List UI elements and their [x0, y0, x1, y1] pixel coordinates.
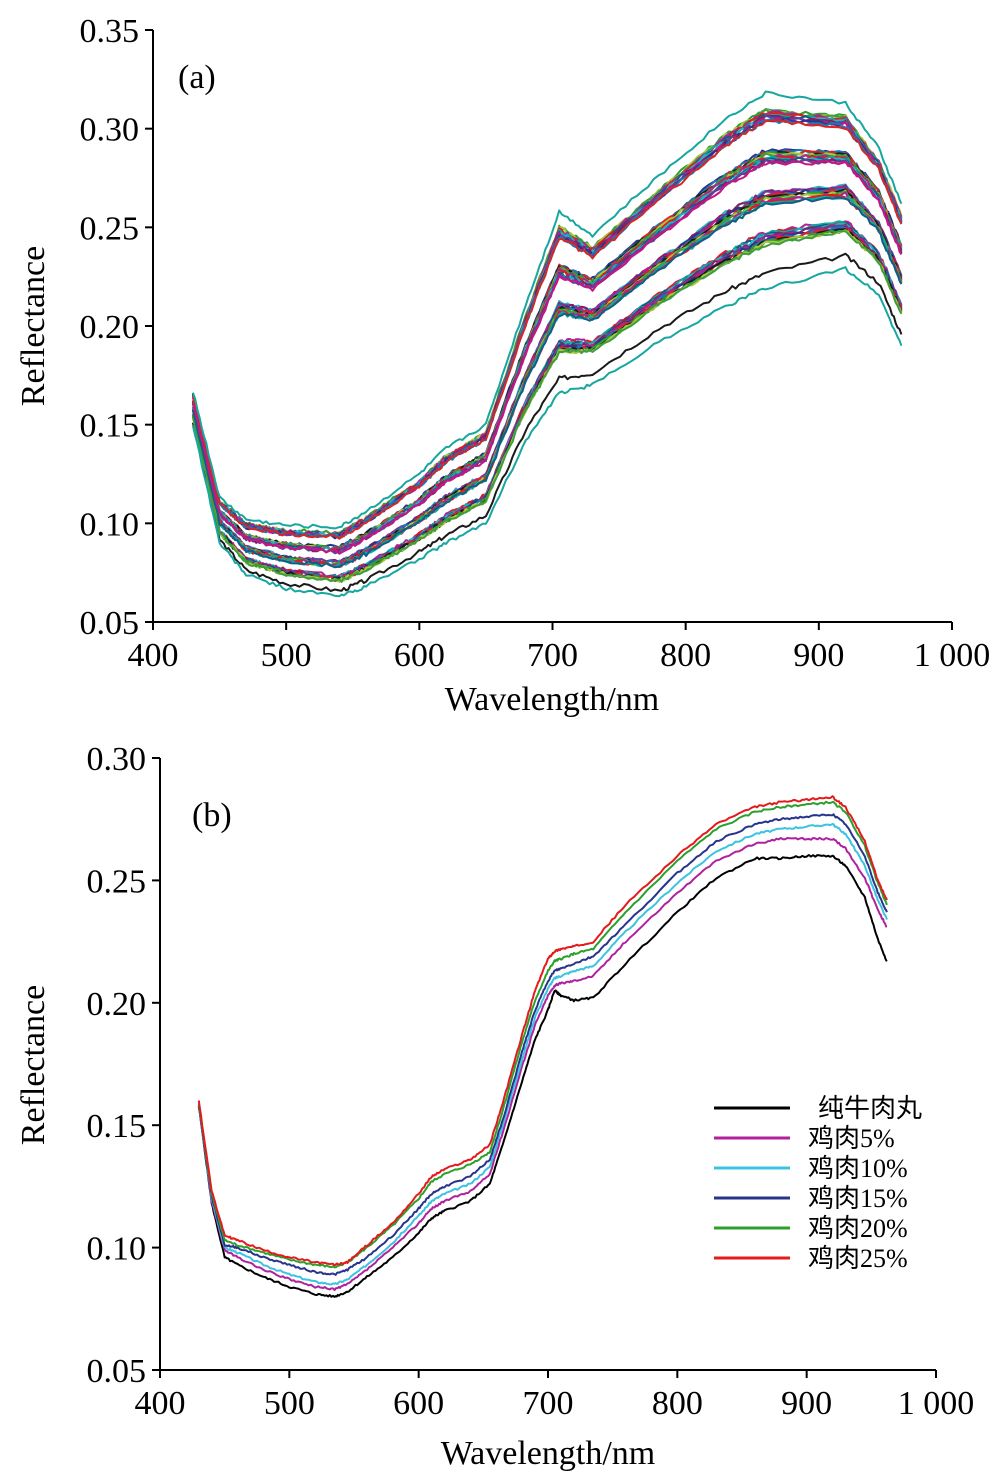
panel-a-y-tick-label: 0.10	[80, 506, 140, 543]
panel-b-axes: 400 500 600 700 800 900 1 000 0.05 0.10 0.15 0.20 0…	[87, 741, 975, 1422]
panel-a-x-tick-label: 800	[660, 637, 711, 674]
panel-b-x-tick-label: 600	[393, 1385, 444, 1422]
panel-b-series-line-5	[197, 800, 888, 1269]
panel-a-x-axis-title: Wavelength/nm	[445, 681, 659, 718]
panel-a: 400 500 600 700 800 900 1 000 0.05 0.10 0.15 0.20 0…	[15, 13, 990, 718]
panel-a-spectrum-line	[191, 154, 903, 552]
panel-a-y-tick-label: 0.20	[80, 309, 140, 346]
panel-b-y-tick-label: 0.20	[87, 986, 147, 1023]
panel-a-spectrum-line	[191, 108, 903, 536]
panel-a-spectrum-line	[191, 226, 903, 582]
panel-a-spectrum-line	[191, 148, 903, 549]
panel-a-spectrum-line	[191, 266, 903, 598]
legend-label-3: 鸡肉10%	[808, 1154, 908, 1183]
panel-b: 400 500 600 700 800 900 1 000 0.05 0.10 0.15 0.20 0…	[15, 741, 974, 1472]
panel-a-spectrum-line	[191, 194, 903, 568]
panel-a-spectrum-line	[191, 156, 903, 553]
panel-a-spectrum-line	[191, 196, 903, 569]
panel-b-x-tick-label: 400	[135, 1385, 186, 1422]
panel-b-x-tick-label: 800	[652, 1385, 703, 1422]
panel-b-y-axis-title: Reflectance	[15, 985, 52, 1145]
panel-b-series-line-2	[197, 836, 888, 1291]
panel-b-y-tick-label: 0.30	[87, 741, 147, 778]
panel-a-spectrum-line	[191, 151, 903, 551]
panel-b-y-tick-label: 0.25	[87, 863, 147, 900]
panel-a-spectrum-line	[191, 152, 903, 552]
panel-a-spectrum-line	[191, 151, 903, 551]
panel-a-spectrum-line	[191, 223, 903, 581]
panel-a-spectrum-line	[191, 185, 903, 565]
legend-label-4: 鸡肉15%	[808, 1184, 908, 1213]
panel-a-spectrum-line	[191, 158, 903, 554]
panel-a-spectrum-line	[191, 157, 903, 553]
panel-a-spectrum-line	[191, 149, 903, 551]
panel-b-x-tick-label: 500	[264, 1385, 315, 1422]
panel-a-x-tick-label: 900	[793, 637, 844, 674]
panel-b-series-line-6	[197, 795, 888, 1267]
panel-b-y-tick-label: 0.15	[87, 1108, 147, 1145]
panel-b-series-line-3	[197, 823, 888, 1286]
panel-a-y-axis-title: Reflectance	[15, 246, 52, 406]
panel-a-spectrum-line	[191, 153, 903, 551]
legend-label-5: 鸡肉20%	[808, 1214, 908, 1243]
panel-b-x-axis-title: Wavelength/nm	[441, 1435, 655, 1472]
panel-a-spectrum-line	[191, 159, 903, 555]
panel-a-x-tick-label: 700	[527, 637, 578, 674]
panel-a-x-tick-label: 500	[261, 637, 312, 674]
panel-a-spectrum-line	[191, 152, 903, 552]
panel-a-y-tick-label: 0.05	[80, 605, 140, 642]
panel-a-y-tick-label: 0.25	[80, 210, 140, 247]
panel-b-y-tick-label: 0.05	[87, 1353, 147, 1390]
panel-a-spectrum-line	[191, 226, 903, 582]
panel-b-y-tick-label: 0.10	[87, 1231, 147, 1268]
panel-a-spectrum-line	[191, 108, 903, 536]
panel-a-series-group	[191, 90, 903, 598]
panel-a-spectrum-line	[191, 222, 903, 581]
panel-a-spectrum-line	[191, 195, 903, 568]
panel-a-spectrum-line	[191, 252, 903, 592]
panel-b-series-line-4	[197, 813, 888, 1276]
panel-b-series-group	[197, 795, 888, 1298]
panel-a-spectrum-line	[191, 110, 903, 538]
panel-b-series-line-1	[197, 854, 888, 1298]
panel-a-spectrum-line	[191, 191, 903, 567]
panel-b-x-tick-label: 1 000	[898, 1385, 975, 1422]
panel-a-spectrum-line	[191, 155, 903, 554]
panel-a-y-tick-label: 0.35	[80, 13, 140, 50]
panel-a-x-tick-label: 600	[394, 637, 445, 674]
panel-a-spectrum-line	[191, 148, 903, 551]
legend-label-2: 鸡肉5%	[808, 1124, 895, 1153]
panel-b-label: (b)	[192, 797, 232, 834]
panel-b-x-tick-label: 900	[781, 1385, 832, 1422]
panel-a-y-tick-label: 0.15	[80, 408, 140, 445]
legend-label-1: 纯牛肉丸	[818, 1094, 922, 1123]
panel-a-spectrum-line	[191, 229, 903, 583]
panel-a-y-tick-label: 0.30	[80, 112, 140, 149]
panel-a-spectrum-line	[191, 90, 903, 530]
panel-a-spectrum-line	[191, 119, 903, 540]
legend-label-6: 鸡肉25%	[808, 1244, 908, 1273]
panel-a-x-tick-label: 1 000	[914, 637, 991, 674]
panel-a-spectrum-line	[191, 108, 903, 535]
panel-a-x-tick-label: 400	[128, 637, 179, 674]
panel-a-axes: 400 500 600 700 800 900 1 000 0.05 0.10 0.15 0.20 0…	[80, 13, 991, 674]
panel-a-spectrum-line	[191, 184, 903, 566]
panel-a-label: (a)	[178, 59, 216, 96]
panel-a-spectrum-line	[191, 158, 903, 555]
panel-b-x-tick-label: 700	[523, 1385, 574, 1422]
